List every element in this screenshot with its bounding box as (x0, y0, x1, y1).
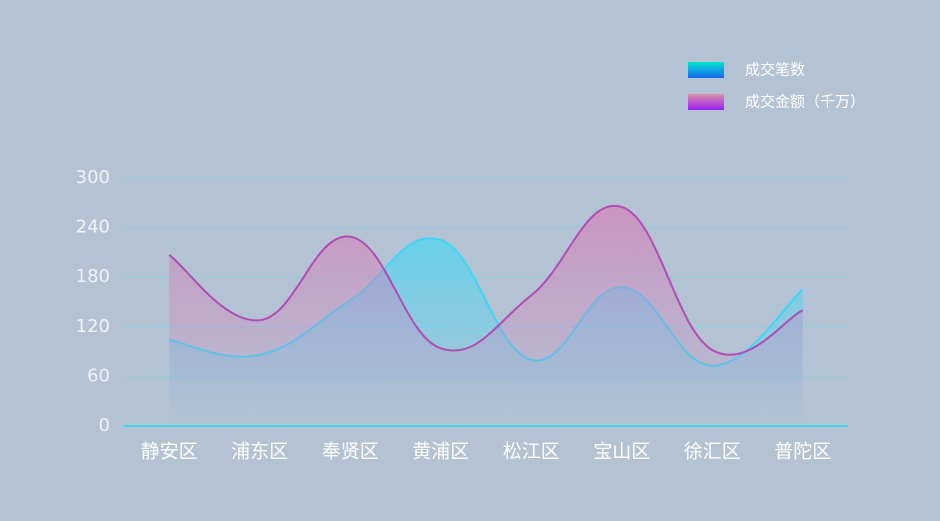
legend-swatch (688, 94, 724, 110)
x-tick-label: 奉贤区 (322, 441, 379, 463)
x-tick-label: 静安区 (141, 441, 198, 463)
x-tick-label: 宝山区 (593, 441, 650, 463)
y-tick-label: 120 (76, 316, 110, 337)
y-tick-label: 180 (76, 266, 110, 287)
x-tick-label: 松江区 (503, 441, 560, 463)
legend-swatch (688, 62, 724, 78)
x-tick-label: 浦东区 (231, 441, 288, 463)
x-tick-label: 黄浦区 (412, 441, 469, 463)
x-tick-label: 徐汇区 (684, 441, 741, 463)
y-tick-label: 60 (87, 365, 110, 386)
legend-label: 成交金额（千万） (745, 93, 865, 111)
legend-label: 成交笔数 (745, 61, 805, 79)
y-tick-label: 240 (76, 217, 110, 238)
y-tick-label: 300 (76, 167, 110, 188)
y-tick-label: 0 (99, 415, 110, 436)
series-area (169, 205, 803, 426)
series-line (168, 204, 804, 356)
x-tick-label: 普陀区 (774, 441, 831, 463)
